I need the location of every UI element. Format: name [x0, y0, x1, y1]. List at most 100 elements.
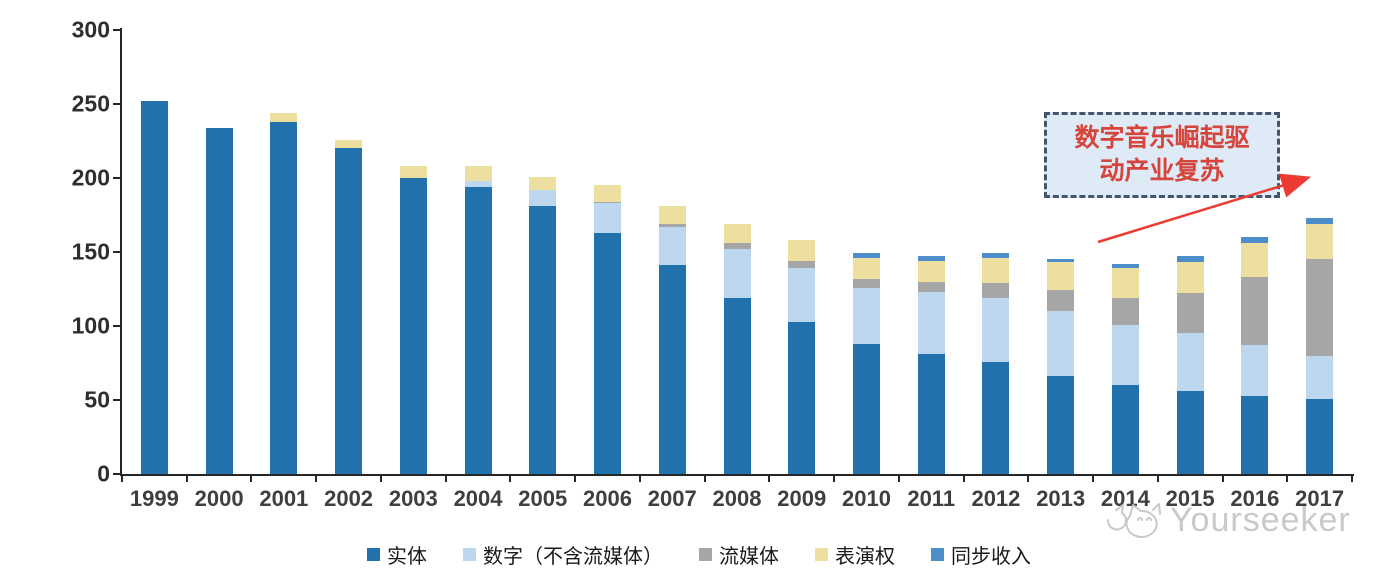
x-tick-mark: [1156, 474, 1159, 482]
legend-label: 表演权: [835, 546, 895, 568]
bar-segment-2002: [335, 139, 363, 149]
legend-swatch-icon: [815, 548, 828, 561]
bar-segment-2008: [723, 249, 751, 298]
x-tick-mark: [509, 474, 512, 482]
x-tick-label-2017: 2017: [1295, 486, 1345, 511]
x-tick-mark: [1092, 474, 1095, 482]
x-tick-mark: [897, 474, 900, 482]
x-tick-mark: [185, 474, 188, 482]
bar-segment-2009: [788, 260, 816, 269]
y-tick-mark: [113, 177, 122, 179]
bar-segment-2010: [852, 278, 880, 288]
bar-segment-2014: [1111, 324, 1139, 386]
bar-segment-2009: [788, 268, 816, 322]
bar-segment-2010: [852, 343, 880, 474]
x-tick-label-2012: 2012: [971, 486, 1021, 511]
x-tick-label-2006: 2006: [583, 486, 632, 511]
x-tick-mark: [1027, 474, 1030, 482]
legend-item: 流媒体: [699, 540, 779, 569]
bar-segment-2008: [723, 223, 751, 244]
annotation-text-line1: 数字音乐崛起驱: [1074, 124, 1250, 152]
x-tick-label-2004: 2004: [453, 486, 503, 511]
chart-legend: 实体 数字（不含流媒体） 流媒体 表演权 同步收入: [0, 540, 1398, 569]
bar-segment-2014: [1111, 385, 1139, 474]
y-tick-mark: [113, 473, 122, 475]
bar-segment-2008: [723, 243, 751, 250]
x-tick-mark: [379, 474, 382, 482]
legend-label: 流媒体: [719, 546, 779, 568]
bar-segment-2015: [1176, 391, 1204, 474]
y-tick-label: 250: [71, 90, 110, 117]
x-tick-label-2005: 2005: [518, 486, 568, 511]
x-tick-label-2014: 2014: [1100, 486, 1150, 511]
legend-swatch-icon: [931, 548, 944, 561]
x-tick-label-2003: 2003: [388, 486, 438, 511]
y-tick-label: 300: [71, 16, 110, 43]
x-tick-label-2008: 2008: [712, 486, 762, 511]
legend-label: 同步收入: [951, 546, 1031, 568]
x-tick-label-2002: 2002: [324, 486, 374, 511]
legend-item: 同步收入: [931, 540, 1031, 569]
bar-segment-2017: [1306, 355, 1334, 399]
bar-segment-2005: [529, 176, 557, 190]
x-tick-mark: [833, 474, 836, 482]
y-tick-label: 50: [84, 386, 110, 413]
bar-segment-1999: [140, 101, 168, 474]
legend-label: 数字（不含流媒体）: [483, 546, 663, 568]
bar-segment-2016: [1241, 395, 1269, 474]
bar-segment-2011: [917, 260, 945, 282]
x-tick-label-2000: 2000: [194, 486, 244, 511]
bar-segment-2011: [917, 256, 945, 261]
x-tick-mark: [444, 474, 447, 482]
bar-segment-2012: [982, 297, 1010, 362]
x-tick-mark: [1286, 474, 1289, 482]
bar-segment-2010: [852, 257, 880, 279]
bar-segment-2003: [399, 178, 427, 474]
bar-segment-2013: [1047, 311, 1075, 377]
bar-segment-2010: [852, 287, 880, 344]
y-tick-label: 200: [71, 164, 110, 191]
bar-segment-2008: [723, 297, 751, 474]
bar-segment-2017: [1306, 398, 1334, 474]
bar-segment-2007: [658, 265, 686, 474]
bar-segment-2015: [1176, 293, 1204, 334]
x-tick-mark: [768, 474, 771, 482]
y-tick-label: 100: [71, 312, 110, 339]
y-tick-label: 0: [97, 460, 110, 487]
bar-segment-2006: [594, 185, 622, 202]
cat-face-logo-icon: [1106, 503, 1161, 538]
bar-segment-2012: [982, 257, 1010, 284]
bar-segment-2011: [917, 281, 945, 292]
x-tick-label-2013: 2013: [1036, 486, 1086, 511]
x-tick-label-2011: 2011: [907, 486, 956, 511]
x-tick-label-1999: 1999: [129, 486, 179, 511]
bar-segment-2015: [1176, 262, 1204, 294]
y-tick-mark: [113, 399, 122, 401]
bar-segment-2001: [270, 121, 298, 474]
y-tick-mark: [113, 325, 122, 327]
bar-segment-2003: [399, 166, 427, 178]
x-tick-label-2001: 2001: [259, 486, 309, 511]
bar-segment-2016: [1241, 277, 1269, 346]
bar-segment-2009: [788, 240, 816, 261]
bar-segment-2014: [1111, 297, 1139, 325]
x-axis-line: [120, 474, 1354, 476]
bar-segment-2013: [1047, 376, 1075, 474]
x-tick-mark: [962, 474, 965, 482]
y-tick-mark: [113, 29, 122, 31]
y-tick-mark: [113, 103, 122, 105]
legend-swatch-icon: [699, 548, 712, 561]
bar-segment-2017: [1306, 223, 1334, 260]
bar-segment-2004: [464, 186, 492, 474]
bar-segment-2010: [852, 253, 880, 258]
legend-item: 表演权: [815, 540, 895, 569]
bar-segment-2015: [1176, 333, 1204, 392]
x-tick-mark: [1221, 474, 1224, 482]
x-tick-label-2009: 2009: [777, 486, 827, 511]
bar-segment-2014: [1111, 268, 1139, 298]
legend-item: 数字（不含流媒体）: [463, 540, 663, 569]
bar-segment-2013: [1047, 290, 1075, 312]
bar-segment-2013: [1047, 262, 1075, 291]
x-tick-label-2016: 2016: [1230, 486, 1280, 511]
